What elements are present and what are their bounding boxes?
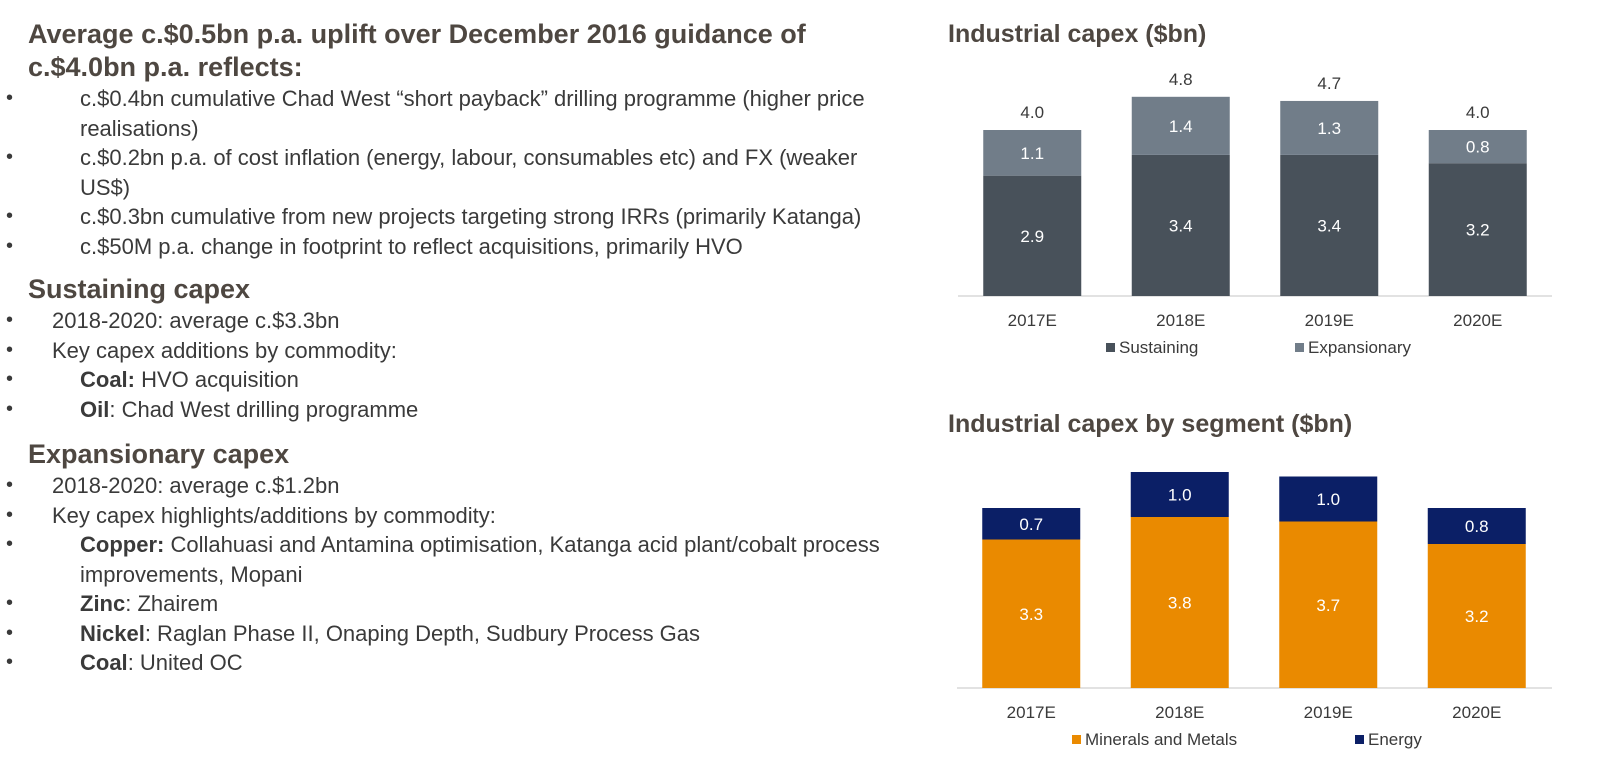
x-tick-label: 2020E [1452,703,1501,722]
commodity-detail: : Zhairem [125,591,219,616]
bar-segment-energy [1427,508,1526,544]
data-label: 3.4 [1169,216,1193,235]
data-label: 3.4 [1317,216,1341,235]
data-label: 3.7 [1316,596,1340,615]
uplift-item: c.$0.2bn p.a. of cost inflation (energy,… [6,143,908,202]
commodity-detail: Collahuasi and Antamina optimisation, Ka… [80,532,880,587]
bar-segment-energy [1279,476,1378,522]
commodity-name: Coal: [80,367,135,392]
sustaining-capex-heading: Sustaining capex [28,274,251,304]
commodity-name: Zinc [80,591,126,616]
commodity-detail: : United OC [127,650,243,675]
total-label: 4.8 [1169,70,1193,89]
bar-segment-sustaining [1280,154,1379,296]
bar-segment-sustaining [983,175,1082,296]
uplift-list: c.$0.4bn cumulative Chad West “short pay… [6,84,908,262]
data-label: 0.8 [1465,517,1489,536]
legend-label: Expansionary [1308,338,1412,357]
expansionary-capex-heading: Expansionary capex [28,439,290,469]
data-label: 3.2 [1465,607,1489,626]
uplift-heading: Average c.$0.5bn p.a. uplift over Decemb… [28,19,806,82]
bar-segment-minerals-and-metals [1130,517,1229,688]
legend-swatch [1072,735,1081,744]
data-label: 3.3 [1019,605,1043,624]
x-tick-label: 2018E [1156,311,1205,330]
expansionary-item: Nickel: Raglan Phase II, Onaping Depth, … [6,619,908,649]
segment-stacked-bar-chart: 3.3 0.7 2017E 3.8 1.0 2018E 3.7 1.0 2019E 3.2 0.8 2… [957,472,1552,749]
data-label: 3.8 [1168,594,1192,613]
commodity-detail: : Chad West drilling programme [109,396,419,422]
expansionary-average: 2018-2020: average c.$1.2bn [6,471,908,501]
legend-label: Sustaining [1119,338,1198,357]
legend-swatch [1106,343,1115,352]
sustaining-item: Oil: Chad West drilling programme [6,395,908,425]
bar-segment-expansionary [1280,100,1379,155]
legend-label: Minerals and Metals [1085,730,1237,749]
uplift-item: c.$50M p.a. change in footprint to refle… [6,232,908,262]
x-tick-label: 2019E [1304,703,1353,722]
total-label: 4.0 [1020,103,1044,122]
x-tick-label: 2019E [1305,311,1354,330]
data-label: 1.0 [1316,490,1340,509]
capex-stacked-bar-chart: 2.9 1.1 4.0 2017E 3.4 1.4 4.8 2018E 3.4 1.3 4.7 201… [958,70,1552,357]
bar-segment-expansionary [1131,96,1230,155]
data-label: 1.0 [1168,486,1192,505]
commodity-name: Oil [80,396,110,422]
commodity-name: Copper: [80,532,165,557]
expansionary-list: 2018-2020: average c.$1.2bn Key capex hi… [6,471,908,678]
legend-label: Energy [1368,730,1422,749]
expansionary-additions-label: Key capex highlights/additions by commod… [6,501,908,531]
data-label: 2.9 [1020,227,1044,246]
data-label: 0.8 [1466,138,1490,157]
data-label: 1.1 [1020,144,1044,163]
sustaining-average: 2018-2020: average c.$3.3bn [6,306,908,336]
legend-swatch [1295,343,1304,352]
bar-segment-expansionary [1428,130,1527,164]
bar-segment-minerals-and-metals [1279,521,1378,688]
x-tick-label: 2017E [1008,311,1057,330]
data-label: 3.2 [1466,221,1490,240]
legend-swatch [1355,735,1364,744]
commodity-name: Coal [80,650,128,675]
bar-segment-energy [982,508,1081,540]
bar-segment-minerals-and-metals [1427,544,1526,688]
bar-segment-sustaining [1131,154,1230,296]
expansionary-item: Zinc: Zhairem [6,589,908,619]
sustaining-additions-label: Key capex additions by commodity: [6,336,908,366]
total-label: 4.7 [1317,74,1341,93]
uplift-item: c.$0.3bn cumulative from new projects ta… [6,202,908,232]
commodity-detail: : Raglan Phase II, Onaping Depth, Sudbur… [144,620,701,646]
bar-segment-expansionary [983,130,1082,176]
sustaining-list: 2018-2020: average c.$3.3bn Key capex ad… [6,306,908,425]
uplift-item: c.$0.4bn cumulative Chad West “short pay… [6,84,908,143]
commodity-detail: HVO acquisition [135,367,299,392]
data-label: 1.4 [1169,117,1193,136]
x-tick-label: 2017E [1007,703,1056,722]
commodity-name: Nickel [80,620,145,646]
x-tick-label: 2018E [1155,703,1204,722]
bar-segment-minerals-and-metals [982,539,1081,688]
capex-chart-title: Industrial capex ($bn) [948,20,1207,48]
bar-segment-sustaining [1428,163,1527,296]
expansionary-item: Coal: United OC [6,648,908,678]
bar-segment-energy [1130,472,1229,517]
x-tick-label: 2020E [1453,311,1502,330]
total-label: 4.0 [1466,103,1490,122]
commentary-panel: Average c.$0.5bn p.a. uplift over Decemb… [6,18,908,678]
data-label: 0.7 [1019,515,1043,534]
expansionary-item: Copper: Collahuasi and Antamina optimisa… [6,530,908,589]
sustaining-item: Coal: HVO acquisition [6,365,908,395]
data-label: 1.3 [1317,119,1341,138]
segment-chart-title: Industrial capex by segment ($bn) [948,410,1353,438]
